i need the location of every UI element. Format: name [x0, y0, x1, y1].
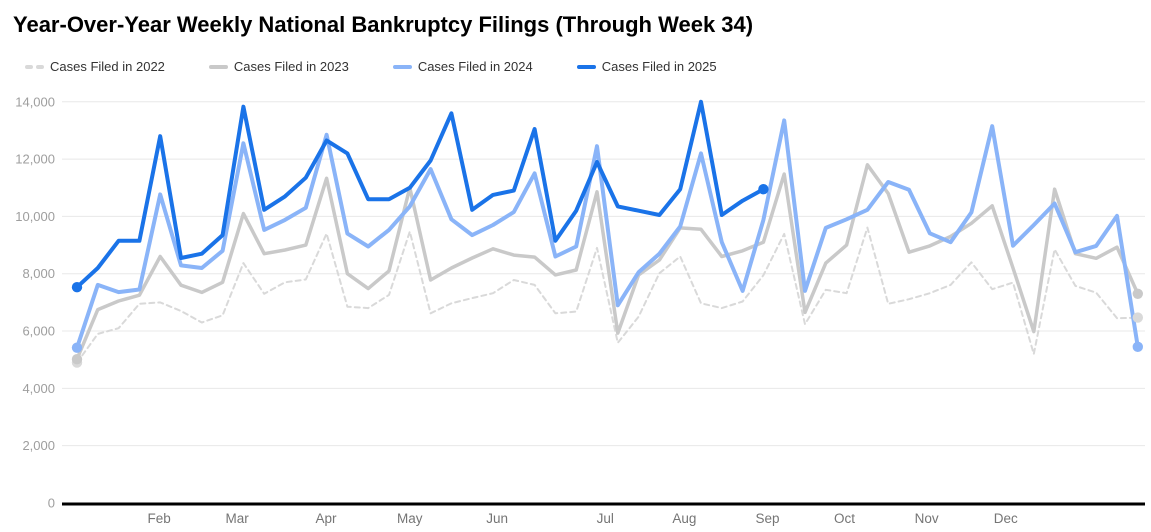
series-line-2022	[76, 226, 1139, 364]
series-end-dot-2024	[1132, 341, 1144, 353]
y-axis-label: 8,000	[22, 266, 55, 281]
x-axis-label-feb: Feb	[148, 511, 171, 526]
legend-swatch-icon	[25, 64, 44, 69]
y-axis-label: 12,000	[15, 152, 55, 167]
legend-item-2024: Cases Filed in 2024	[392, 59, 533, 74]
series-end-dot-2023	[1132, 288, 1144, 300]
x-axis-label-may: May	[397, 511, 423, 526]
x-axis-label-nov: Nov	[915, 511, 939, 526]
y-axis-label: 2,000	[22, 438, 55, 453]
series-line-2023	[75, 163, 1140, 361]
legend-swatch-icon	[208, 64, 228, 69]
x-axis-label-aug: Aug	[672, 511, 696, 526]
chart-title: Year-Over-Year Weekly National Bankruptc…	[13, 12, 754, 37]
legend-item-2025: Cases Filed in 2025	[576, 59, 717, 74]
x-axis-label-oct: Oct	[834, 511, 855, 526]
series-end-dot-2022	[1132, 312, 1144, 323]
x-axis-label-sep: Sep	[756, 511, 780, 526]
x-axis-label-mar: Mar	[226, 511, 250, 526]
series-end-dot-2025	[758, 184, 769, 195]
legend-swatch-icon	[576, 64, 596, 69]
y-axis-label: 0	[48, 496, 55, 511]
x-axis-label-jun: Jun	[486, 511, 508, 526]
series-start-dot-2025	[71, 282, 83, 293]
y-axis-label: 4,000	[22, 381, 55, 396]
y-axis-label: 10,000	[15, 209, 55, 224]
legend: Cases Filed in 2022 Cases Filed in 2023 Ca…	[25, 59, 761, 74]
legend-label: Cases Filed in 2024	[417, 59, 533, 74]
y-axis-label: 6,000	[22, 324, 55, 339]
legend-swatch-icon	[392, 64, 412, 69]
series-start-dot-2024	[71, 342, 83, 353]
series-start-dot-2023	[71, 353, 83, 365]
legend-label: Cases Filed in 2025	[601, 59, 717, 74]
legend-item-2022: Cases Filed in 2022	[25, 59, 165, 74]
legend-label: Cases Filed in 2023	[233, 59, 349, 74]
series-line-2025	[75, 99, 766, 290]
legend-label: Cases Filed in 2022	[50, 59, 165, 74]
legend-item-2023: Cases Filed in 2023	[208, 59, 349, 74]
series-line-2024	[75, 118, 1140, 350]
x-axis-label-jul: Jul	[597, 511, 614, 526]
x-axis-label-apr: Apr	[315, 511, 337, 526]
x-axis-label-dec: Dec	[994, 511, 1018, 526]
y-axis-label: 14,000	[15, 94, 55, 109]
